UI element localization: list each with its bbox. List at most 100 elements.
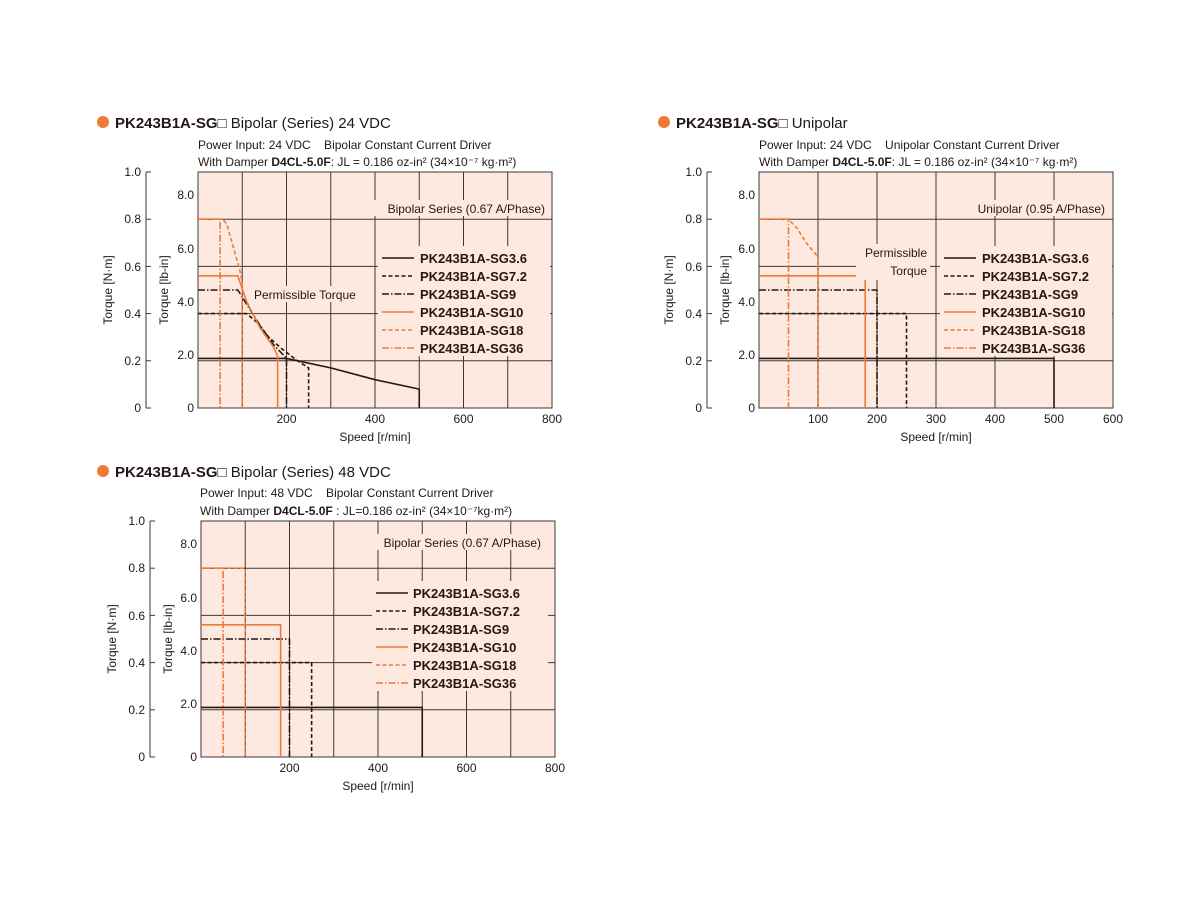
legend-label: PK243B1A-SG7.2	[413, 604, 520, 619]
y-tick-label: 0	[134, 401, 141, 415]
legend-label: PK243B1A-SG36	[420, 341, 523, 356]
y-axis-label-left: Torque [N·m]	[101, 255, 115, 324]
chart-subtitle-power: Power Input: 24 VDC Unipolar Constant Cu…	[759, 138, 1060, 152]
legend: PK243B1A-SG3.6 PK243B1A-SG7.2 PK243B1A-S…	[378, 246, 550, 356]
x-tick-label: 200	[276, 412, 296, 426]
y-axis-label-left: Torque [N·m]	[662, 255, 676, 324]
y2-tick-label: 8.0	[738, 188, 755, 202]
condition-label: Unipolar (0.95 A/Phase)	[978, 202, 1105, 216]
y-axis-label-left: Torque [N·m]	[105, 604, 119, 673]
y-axis-label-right: Torque [lb-in]	[157, 255, 171, 324]
x-tick-label: 200	[279, 761, 299, 775]
series-line-sg7-2	[201, 661, 313, 757]
y2-tick-label: 0	[748, 401, 755, 415]
y-tick-label: 0.6	[128, 609, 145, 623]
y-tick-label: 0.6	[685, 260, 702, 274]
bullet-icon	[97, 116, 109, 128]
y2-tick-label: 4.0	[738, 295, 755, 309]
left-axis-ticks	[707, 171, 712, 409]
series-lines	[201, 567, 424, 757]
x-tick-label: 100	[808, 412, 828, 426]
chart-subtitle-damper: With Damper D4CL-5.0F : JL=0.186 oz-in² …	[200, 504, 512, 518]
y-tick-label: 0.4	[685, 307, 702, 321]
chart-subtitle-power: Power Input: 48 VDC Bipolar Constant Cur…	[200, 486, 493, 500]
annotation-bg	[250, 286, 367, 302]
chart-title: PK243B1A-SG□ Bipolar (Series) 48 VDC	[115, 464, 391, 481]
y2-tick-label: 0	[190, 750, 197, 764]
chart-title: PK243B1A-SG□ Bipolar (Series) 24 VDC	[115, 115, 391, 132]
legend-label: PK243B1A-SG3.6	[982, 251, 1089, 266]
chart-subtitle-damper: With Damper D4CL-5.0F: JL = 0.186 oz-in²…	[198, 155, 516, 169]
chart-subtitle-damper: With Damper D4CL-5.0F: JL = 0.186 oz-in²…	[759, 155, 1077, 169]
series-line-sg9	[759, 289, 878, 408]
legend-label: PK243B1A-SG10	[420, 305, 523, 320]
y2-tick-label: 6.0	[180, 591, 197, 605]
series-line-sg3-6	[201, 706, 424, 757]
legend-label: PK243B1A-SG9	[420, 287, 516, 302]
series-line-sg3-6	[759, 357, 1055, 408]
y2-tick-label: 2.0	[180, 697, 197, 711]
legend-label: PK243B1A-SG9	[982, 287, 1078, 302]
y-tick-label: 0.6	[124, 260, 141, 274]
y2-tick-label: 4.0	[177, 295, 194, 309]
series-line-sg9	[201, 638, 291, 757]
x-axis-label: Speed [r/min]	[339, 430, 410, 444]
x-tick-label: 500	[1044, 412, 1064, 426]
legend-label: PK243B1A-SG9	[413, 622, 509, 637]
condition-label: Bipolar Series (0.67 A/Phase)	[384, 536, 541, 550]
left-axis-ticks	[146, 171, 151, 409]
y2-tick-label: 0	[187, 401, 194, 415]
chart-title: PK243B1A-SG□ Unipolar	[676, 115, 848, 132]
y-tick-label: 0.2	[124, 354, 141, 368]
y-axis-label-right: Torque [lb-in]	[718, 255, 732, 324]
y2-tick-label: 2.0	[738, 348, 755, 362]
legend-label: PK243B1A-SG10	[982, 305, 1085, 320]
annotation-permissible-torque: Permissible Torque	[254, 288, 356, 302]
legend-label: PK243B1A-SG18	[413, 658, 516, 673]
y-tick-label: 0.8	[685, 212, 702, 226]
y-tick-label: 0	[695, 401, 702, 415]
condition-label: Bipolar Series (0.67 A/Phase)	[388, 202, 545, 216]
y2-tick-label: 8.0	[177, 188, 194, 202]
series-line-sg36	[201, 567, 224, 757]
legend: PK243B1A-SG3.6 PK243B1A-SG7.2 PK243B1A-S…	[372, 581, 548, 691]
legend-label: PK243B1A-SG36	[413, 676, 516, 691]
series-line-sg10	[201, 624, 282, 757]
legend: PK243B1A-SG3.6 PK243B1A-SG7.2 PK243B1A-S…	[940, 246, 1112, 356]
series-line-sg9	[198, 289, 288, 408]
y2-tick-label: 6.0	[738, 242, 755, 256]
x-tick-label: 800	[542, 412, 562, 426]
x-tick-label: 400	[368, 761, 388, 775]
y-tick-label: 0.4	[124, 307, 141, 321]
x-tick-label: 800	[545, 761, 565, 775]
legend-label: PK243B1A-SG3.6	[420, 251, 527, 266]
annotation-torque: Torque	[890, 264, 927, 278]
y-tick-label: 1.0	[128, 514, 145, 528]
series-lines	[759, 218, 1055, 408]
x-tick-label: 400	[985, 412, 1005, 426]
x-tick-label: 600	[1103, 412, 1123, 426]
y2-tick-label: 2.0	[177, 348, 194, 362]
legend-label: PK243B1A-SG7.2	[420, 269, 527, 284]
y-tick-label: 0	[138, 750, 145, 764]
legend-label: PK243B1A-SG3.6	[413, 586, 520, 601]
y-axis-label-right: Torque [lb-in]	[161, 604, 175, 673]
legend-label: PK243B1A-SG7.2	[982, 269, 1089, 284]
series-line-sg18	[198, 218, 244, 408]
x-axis-label: Speed [r/min]	[342, 779, 413, 793]
y-tick-label: 0.2	[685, 354, 702, 368]
series-lines	[198, 218, 421, 408]
legend-label: PK243B1A-SG18	[982, 323, 1085, 338]
series-line-sg36	[759, 218, 790, 408]
left-axis-ticks	[150, 520, 155, 758]
legend-label: PK243B1A-SG18	[420, 323, 523, 338]
series-line-sg10	[198, 275, 279, 408]
y2-tick-label: 6.0	[177, 242, 194, 256]
x-axis-label: Speed [r/min]	[900, 430, 971, 444]
y2-tick-label: 4.0	[180, 644, 197, 658]
annotation-bg	[856, 244, 930, 280]
x-tick-label: 300	[926, 412, 946, 426]
y-tick-label: 1.0	[124, 165, 141, 179]
legend-label: PK243B1A-SG10	[413, 640, 516, 655]
